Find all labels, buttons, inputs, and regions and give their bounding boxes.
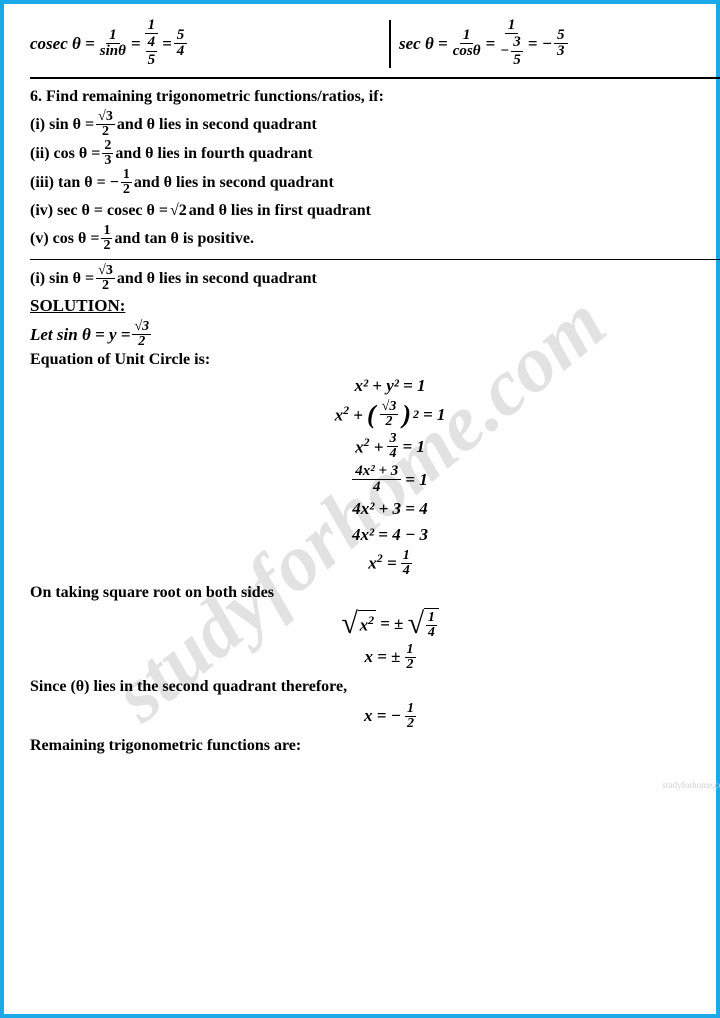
- cosec-equation: cosec θ = 1sinθ = 145 = 54: [30, 18, 381, 69]
- let-line: Let sin θ = y = √32: [30, 320, 720, 349]
- question-6: 6. Find remaining trigonometric function…: [30, 83, 720, 253]
- thin-divider: [30, 259, 720, 260]
- side-watermark: studyforhome.com: [662, 780, 720, 790]
- divider: [30, 77, 720, 79]
- math-block-2: √x2 = ± √14 x = ±12: [30, 608, 720, 672]
- sec-equation: sec θ = 1cosθ = 1−35 = − 53: [399, 18, 720, 69]
- top-equation-row: cosec θ = 1sinθ = 145 = 54 sec θ = 1cosθ…: [30, 18, 720, 69]
- eq-unit-circle-label: Equation of Unit Circle is:: [30, 351, 720, 369]
- sqrt-both-sides: On taking square root on both sides: [30, 584, 720, 602]
- since-line: Since (θ) lies in the second quadrant th…: [30, 678, 720, 696]
- math-block-1: x² + y² = 1 x2 + (√32)2 = 1 x2 + 34 = 1 …: [30, 375, 720, 577]
- solution-heading: SOLUTION:: [30, 296, 720, 316]
- restatement: (i) sin θ = √32 and θ lies in second qua…: [30, 264, 720, 293]
- vertical-divider: [389, 20, 391, 68]
- math-block-3: x = −12: [30, 702, 720, 731]
- remaining-label: Remaining trigonometric functions are:: [30, 737, 720, 755]
